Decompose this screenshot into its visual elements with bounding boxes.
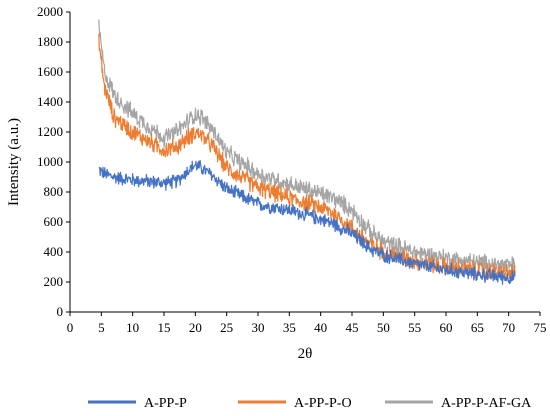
x-tick-label: 70	[502, 320, 515, 335]
legend: A-PP-P A-PP-P-O A-PP-P-AF-GA	[88, 396, 532, 411]
x-tick-label: 55	[408, 320, 421, 335]
y-tick-label: 800	[44, 184, 64, 199]
y-tick-label: 1800	[37, 34, 63, 49]
y-tick-label: 2000	[37, 4, 63, 19]
x-tick-label: 50	[377, 320, 390, 335]
legend-label: A-PP-P	[144, 396, 187, 411]
x-tick-label: 5	[98, 320, 105, 335]
x-ticks: 0 5 10 15 20 25 30 35 40 45 50 55 60 65 70 75	[67, 312, 547, 335]
y-tick-label: 1000	[37, 154, 63, 169]
series-line-a-pp-p	[98, 159, 516, 285]
x-axis-title: 2θ	[298, 346, 313, 362]
x-tick-label: 30	[252, 320, 265, 335]
x-tick-label: 60	[440, 320, 453, 335]
legend-label: A-PP-P-AF-GA	[441, 396, 532, 411]
y-tick-label: 0	[57, 304, 64, 319]
y-ticks: 0 200 400 600 800 1000 1200 1400 1600 1800 2000	[37, 4, 70, 319]
y-tick-label: 600	[44, 214, 64, 229]
y-axis-title: Intensity (a.u.)	[6, 118, 22, 206]
y-tick-label: 1200	[37, 124, 63, 139]
y-tick-label: 400	[44, 244, 64, 259]
y-tick-label: 1400	[37, 94, 63, 109]
x-tick-label: 20	[189, 320, 202, 335]
x-tick-label: 35	[283, 320, 296, 335]
x-tick-label: 45	[346, 320, 359, 335]
series-line-a-pp-p-o	[98, 33, 516, 281]
x-tick-label: 40	[314, 320, 327, 335]
series-line-a-pp-p-af-ga	[98, 19, 516, 273]
y-tick-label: 200	[44, 274, 64, 289]
x-tick-label: 25	[220, 320, 233, 335]
x-tick-label: 75	[534, 320, 547, 335]
x-tick-label: 10	[126, 320, 139, 335]
x-tick-label: 15	[158, 320, 171, 335]
x-tick-label: 0	[67, 320, 74, 335]
legend-label: A-PP-P-O	[294, 396, 352, 411]
y-tick-label: 1600	[37, 64, 63, 79]
series-layer	[98, 19, 516, 285]
x-tick-label: 65	[471, 320, 484, 335]
